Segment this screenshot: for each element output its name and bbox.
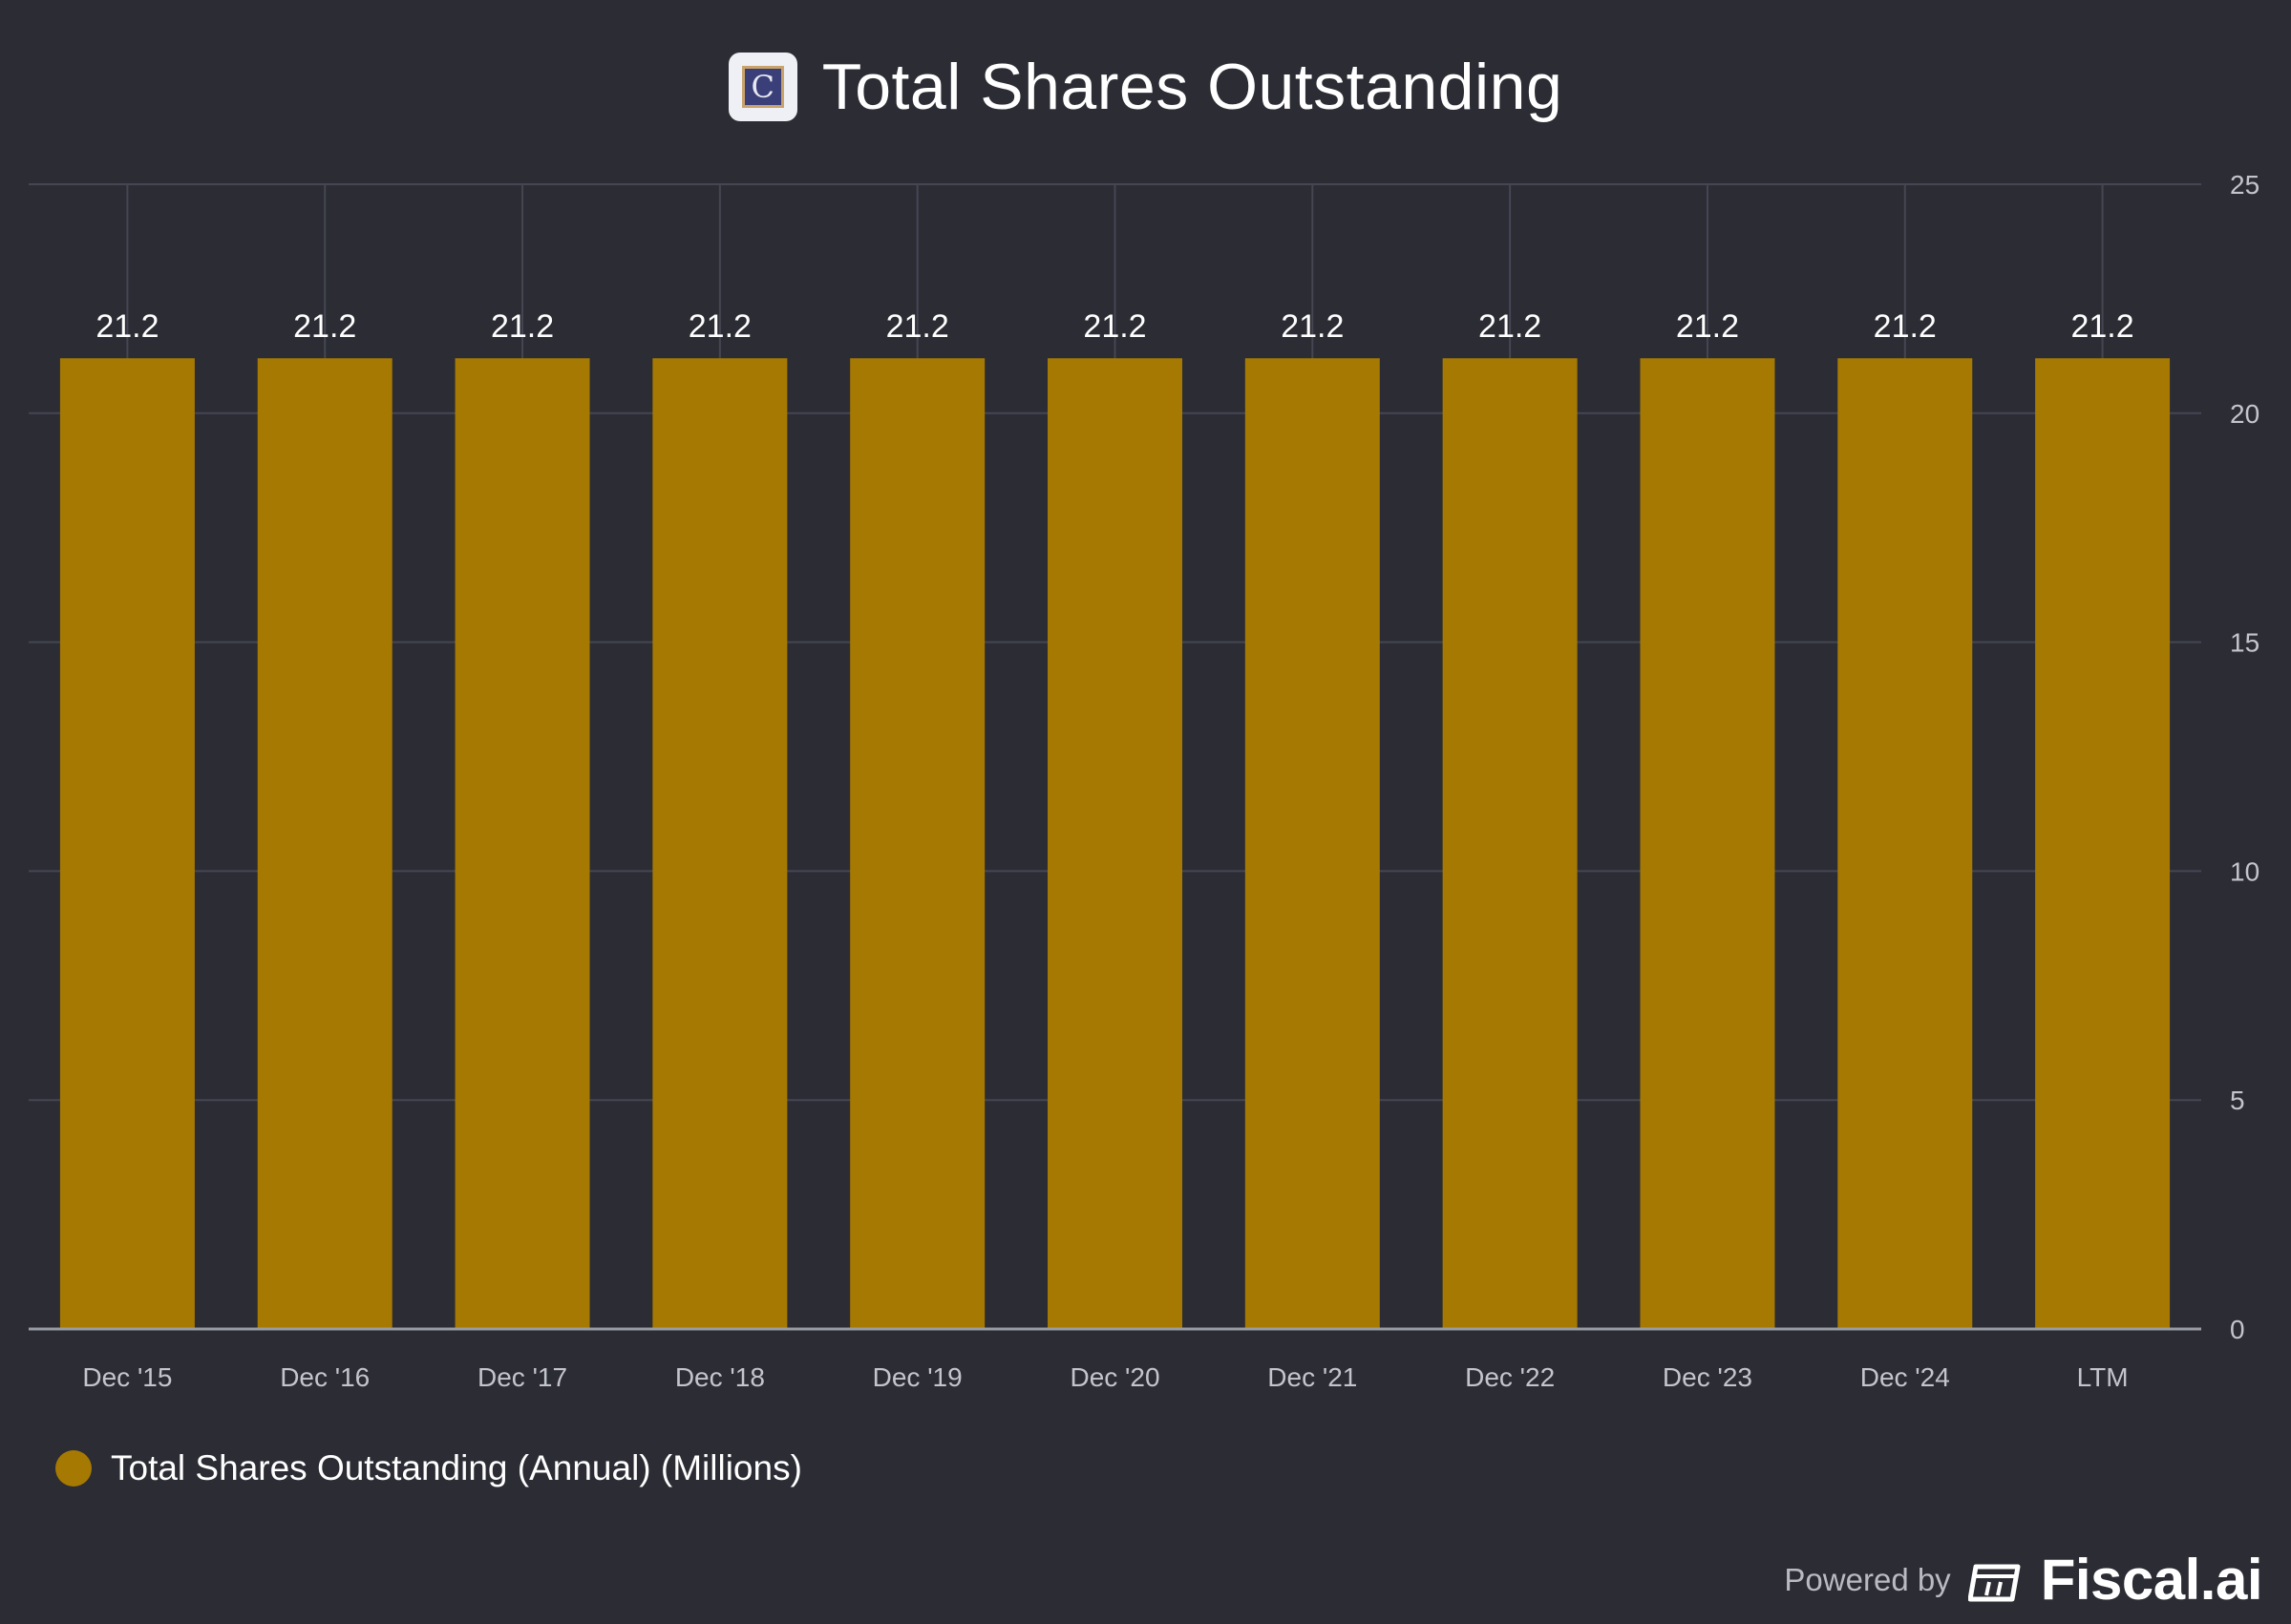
x-tick-label: Dec '20: [1070, 1362, 1159, 1392]
bar-value-label: 21.2: [1083, 308, 1146, 345]
x-tick-label: Dec '18: [675, 1362, 765, 1392]
brand-name: Fiscal.ai: [2040, 1548, 2263, 1612]
x-tick-label: Dec '23: [1663, 1362, 1752, 1392]
x-tick-label: Dec '15: [82, 1362, 172, 1392]
bar-value-label: 21.2: [1676, 308, 1739, 345]
bar: [850, 358, 986, 1329]
bar: [455, 358, 590, 1329]
x-tick-label: Dec '19: [873, 1362, 963, 1392]
bar: [257, 358, 392, 1329]
legend-marker-icon: [55, 1450, 92, 1487]
bar-value-label: 21.2: [1874, 308, 1937, 345]
bar: [2035, 358, 2171, 1329]
bar: [1244, 358, 1380, 1329]
chart-header: C Total Shares Outstanding: [0, 50, 2291, 124]
x-tick-label: LTM: [2077, 1362, 2129, 1392]
bar-value-label: 21.2: [293, 308, 356, 345]
bar: [1048, 358, 1182, 1329]
fiscal-ai-logo-icon: [1967, 1564, 2021, 1601]
x-tick-label: Dec '22: [1465, 1362, 1555, 1392]
powered-by-footer[interactable]: Powered by Fiscal.ai: [1784, 1547, 2262, 1613]
x-tick-label: Dec '21: [1267, 1362, 1357, 1392]
y-tick-label: 10: [2230, 856, 2259, 886]
bars-layer: [59, 358, 2171, 1329]
bar-value-label: 21.2: [886, 308, 949, 345]
bar-value-label: 21.2: [491, 308, 554, 345]
y-tick-label: 20: [2230, 399, 2259, 429]
x-tick-label: Dec '17: [477, 1362, 567, 1392]
bar-value-label: 21.2: [689, 308, 752, 345]
y-tick-label: 25: [2230, 170, 2259, 200]
chart-title: Total Shares Outstanding: [821, 51, 1563, 123]
y-tick-label: 5: [2230, 1086, 2245, 1115]
legend[interactable]: Total Shares Outstanding (Annual) (Milli…: [55, 1448, 802, 1488]
x-tick-label: Dec '24: [1860, 1362, 1950, 1392]
powered-by-text: Powered by: [1784, 1561, 1951, 1597]
y-tick-label: 0: [2230, 1315, 2245, 1344]
x-tick-label: Dec '16: [280, 1362, 370, 1392]
labels-layer: 0 5 10 15 20 25 21.2 Dec '15 21.2 Dec '16 21.2 Dec …: [29, 170, 2259, 1392]
bar-value-label: 21.2: [2070, 308, 2133, 345]
bar: [652, 358, 788, 1329]
bar: [1837, 358, 1973, 1329]
bar: [1640, 358, 1775, 1329]
bar: [59, 358, 195, 1329]
company-logo-icon: C: [728, 53, 797, 121]
bar: [1442, 358, 1578, 1329]
bar-value-label: 21.2: [1281, 308, 1344, 345]
company-logo-letter: C: [741, 66, 784, 108]
bar-value-label: 21.2: [1478, 308, 1541, 345]
bar-value-label: 21.2: [95, 308, 159, 345]
y-tick-label: 15: [2230, 628, 2259, 658]
legend-label: Total Shares Outstanding (Annual) (Milli…: [111, 1448, 802, 1487]
